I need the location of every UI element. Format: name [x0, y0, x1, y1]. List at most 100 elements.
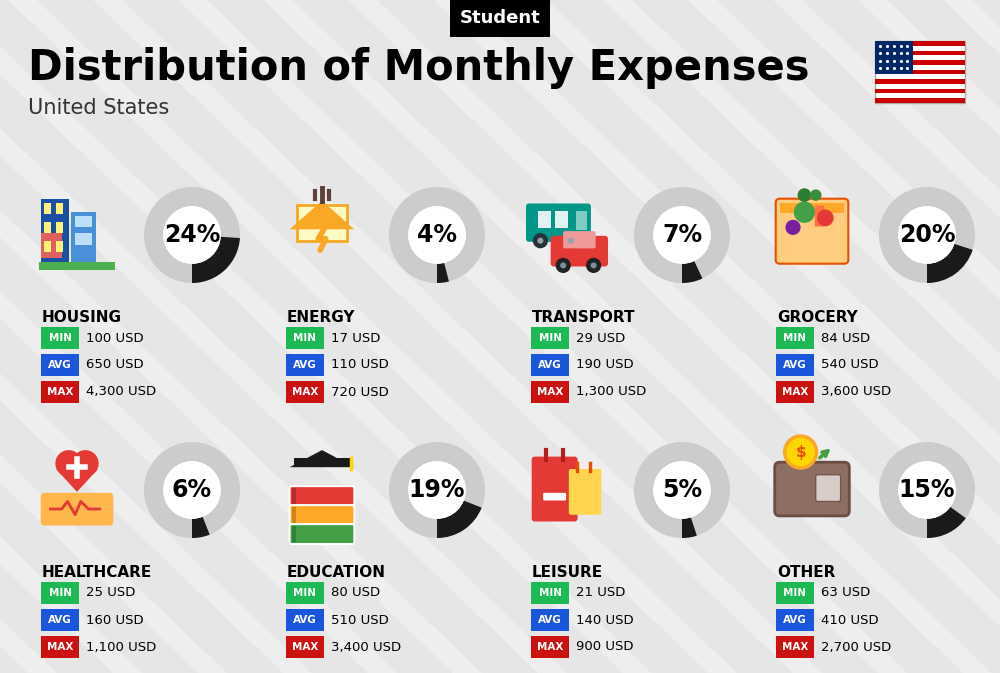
FancyBboxPatch shape	[294, 458, 351, 467]
Circle shape	[785, 436, 817, 468]
Circle shape	[568, 238, 574, 244]
Circle shape	[72, 450, 99, 476]
FancyBboxPatch shape	[531, 327, 569, 349]
FancyBboxPatch shape	[41, 233, 62, 258]
FancyBboxPatch shape	[875, 60, 965, 65]
FancyBboxPatch shape	[71, 212, 96, 262]
Wedge shape	[927, 490, 966, 538]
Circle shape	[898, 206, 956, 264]
FancyBboxPatch shape	[290, 505, 354, 525]
Text: MAX: MAX	[782, 642, 808, 652]
FancyBboxPatch shape	[44, 221, 51, 233]
Circle shape	[898, 461, 956, 519]
FancyBboxPatch shape	[776, 354, 814, 376]
Text: Distribution of Monthly Expenses: Distribution of Monthly Expenses	[28, 47, 810, 89]
Text: MAX: MAX	[537, 642, 563, 652]
FancyBboxPatch shape	[531, 582, 569, 604]
FancyBboxPatch shape	[543, 493, 566, 501]
Text: MAX: MAX	[782, 387, 808, 397]
FancyBboxPatch shape	[875, 50, 965, 55]
Circle shape	[55, 450, 82, 476]
FancyBboxPatch shape	[56, 241, 63, 252]
FancyBboxPatch shape	[75, 216, 92, 227]
Text: 84 USD: 84 USD	[821, 332, 870, 345]
Text: MIN: MIN	[784, 588, 806, 598]
Circle shape	[898, 206, 956, 264]
Circle shape	[879, 187, 975, 283]
FancyBboxPatch shape	[41, 354, 79, 376]
Text: GROCERY: GROCERY	[777, 310, 858, 325]
FancyBboxPatch shape	[39, 262, 115, 270]
Circle shape	[163, 206, 221, 264]
Circle shape	[537, 238, 543, 244]
FancyBboxPatch shape	[531, 636, 569, 658]
Text: 25 USD: 25 USD	[86, 586, 135, 600]
Circle shape	[563, 233, 578, 248]
Text: MAX: MAX	[537, 387, 563, 397]
Circle shape	[144, 187, 240, 283]
Text: MIN: MIN	[48, 333, 72, 343]
Wedge shape	[437, 490, 482, 538]
Circle shape	[798, 188, 811, 202]
Text: 7%: 7%	[662, 223, 702, 247]
Text: 100 USD: 100 USD	[86, 332, 144, 345]
Text: ENERGY: ENERGY	[287, 310, 356, 325]
Circle shape	[163, 461, 221, 519]
Circle shape	[634, 187, 730, 283]
Text: MIN: MIN	[538, 588, 562, 598]
FancyBboxPatch shape	[875, 69, 965, 75]
FancyBboxPatch shape	[776, 609, 814, 631]
FancyBboxPatch shape	[538, 211, 551, 228]
Text: 1,300 USD: 1,300 USD	[576, 386, 646, 398]
FancyBboxPatch shape	[875, 41, 965, 103]
Text: 410 USD: 410 USD	[821, 614, 879, 627]
Text: 2,700 USD: 2,700 USD	[821, 641, 891, 653]
Circle shape	[653, 461, 711, 519]
FancyBboxPatch shape	[875, 41, 913, 75]
FancyBboxPatch shape	[875, 41, 965, 46]
Polygon shape	[290, 201, 354, 229]
Text: AVG: AVG	[538, 360, 562, 370]
FancyBboxPatch shape	[290, 524, 354, 544]
FancyBboxPatch shape	[41, 636, 79, 658]
Wedge shape	[437, 235, 449, 283]
Text: 80 USD: 80 USD	[331, 586, 380, 600]
Text: 19%: 19%	[409, 478, 465, 502]
FancyBboxPatch shape	[297, 205, 347, 241]
Text: Student: Student	[460, 9, 540, 27]
Text: MIN: MIN	[784, 333, 806, 343]
Circle shape	[591, 262, 597, 269]
Text: MIN: MIN	[294, 333, 316, 343]
Circle shape	[408, 206, 466, 264]
FancyBboxPatch shape	[780, 203, 844, 213]
Circle shape	[794, 201, 815, 223]
FancyBboxPatch shape	[286, 381, 324, 403]
FancyBboxPatch shape	[875, 79, 965, 84]
Circle shape	[586, 258, 601, 273]
FancyBboxPatch shape	[286, 354, 324, 376]
FancyBboxPatch shape	[776, 582, 814, 604]
Text: 15%: 15%	[899, 478, 955, 502]
Circle shape	[653, 461, 711, 519]
Text: AVG: AVG	[48, 360, 72, 370]
FancyBboxPatch shape	[41, 381, 79, 403]
Text: MAX: MAX	[292, 387, 318, 397]
Circle shape	[785, 220, 801, 235]
FancyBboxPatch shape	[563, 231, 596, 248]
FancyBboxPatch shape	[286, 327, 324, 349]
Text: 110 USD: 110 USD	[331, 359, 389, 371]
Text: LEISURE: LEISURE	[532, 565, 603, 580]
Wedge shape	[192, 490, 210, 538]
FancyBboxPatch shape	[555, 211, 568, 228]
FancyBboxPatch shape	[44, 203, 51, 214]
FancyBboxPatch shape	[875, 89, 965, 94]
Circle shape	[163, 461, 221, 519]
FancyBboxPatch shape	[576, 211, 587, 230]
Wedge shape	[927, 235, 973, 283]
FancyBboxPatch shape	[41, 327, 79, 349]
Text: 720 USD: 720 USD	[331, 386, 389, 398]
Text: HOUSING: HOUSING	[42, 310, 122, 325]
Circle shape	[879, 442, 975, 538]
Circle shape	[634, 442, 730, 538]
Circle shape	[144, 442, 240, 538]
